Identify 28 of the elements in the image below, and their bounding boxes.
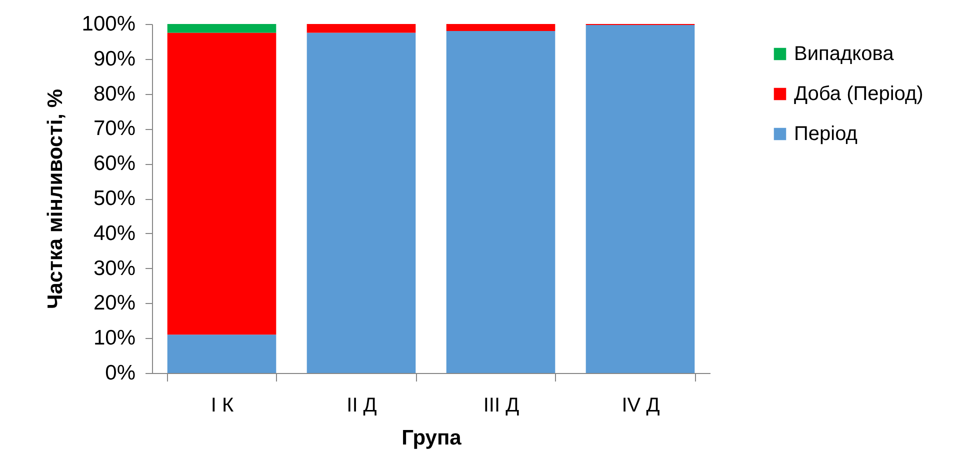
bar xyxy=(446,30,556,373)
bar xyxy=(167,334,276,373)
legend-label: Випадкова xyxy=(794,43,895,65)
y-tick-label: 40% xyxy=(93,222,136,245)
y-tick-label: 90% xyxy=(93,47,136,70)
legend-label: Доба (Період) xyxy=(794,83,924,105)
x-tick-label: III Д xyxy=(483,394,520,416)
bar xyxy=(167,24,276,33)
x-tick-label: IV Д xyxy=(622,394,660,416)
y-tick-label: 30% xyxy=(93,256,136,280)
bar xyxy=(167,32,276,335)
y-tick-label: 70% xyxy=(93,117,136,140)
x-tick-label: II Д xyxy=(346,394,378,416)
y-axis-title: Частка мінливості, % xyxy=(44,88,67,310)
y-tick-label: 60% xyxy=(93,152,136,176)
x-tick-label: I К xyxy=(210,394,234,416)
bar xyxy=(586,25,695,373)
legend-label: Період xyxy=(794,123,858,145)
bar xyxy=(446,24,556,31)
bar xyxy=(306,32,416,373)
y-tick-label: 50% xyxy=(93,187,136,210)
y-tick-label: 0% xyxy=(105,362,136,384)
y-tick-label: 10% xyxy=(93,326,136,350)
x-axis-title: Група xyxy=(402,426,462,450)
y-tick-label: 80% xyxy=(93,82,136,106)
y-tick-label: 20% xyxy=(93,292,136,315)
bar xyxy=(306,24,416,33)
y-tick-label: 100% xyxy=(82,12,136,36)
